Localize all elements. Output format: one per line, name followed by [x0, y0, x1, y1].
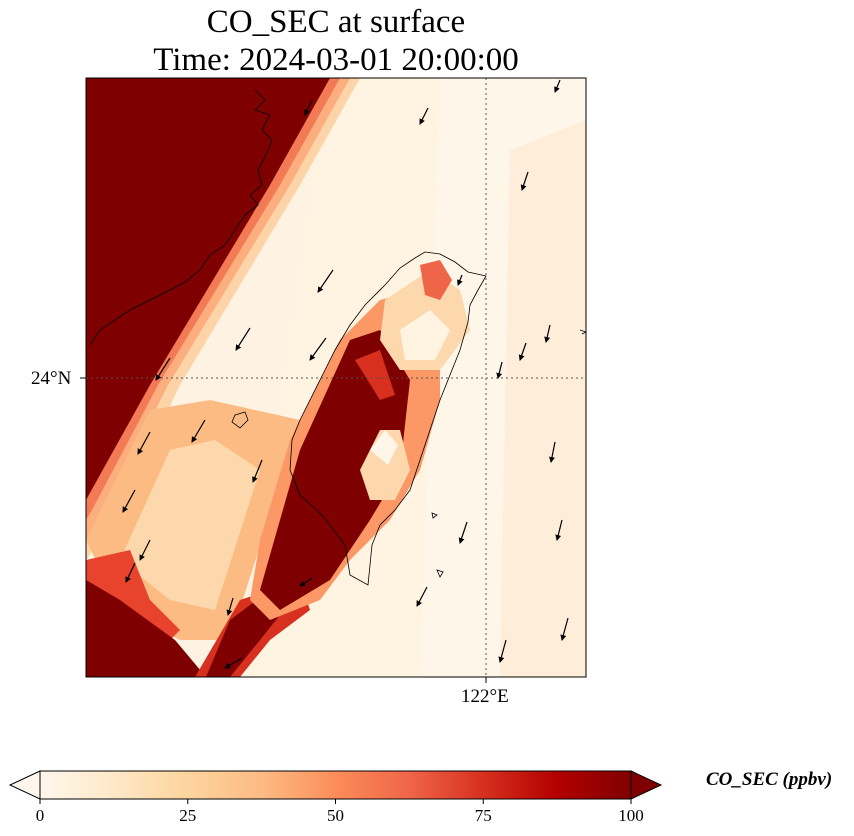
wind-vector — [224, 657, 243, 669]
lat-tick-label: 24°N — [31, 368, 72, 389]
wind-vector — [560, 617, 569, 641]
china-coastline — [89, 89, 273, 346]
gridlines — [86, 78, 586, 677]
concentration-field — [86, 78, 586, 677]
colorbar-tick-label: 25 — [179, 806, 197, 825]
wind-vector — [252, 459, 263, 483]
wind-vector — [544, 324, 551, 343]
colorbar-tick-label: 100 — [618, 806, 644, 825]
colorbar — [8, 770, 663, 804]
wind-vector — [226, 597, 234, 616]
wind-vector — [235, 327, 251, 351]
wind-vector — [457, 274, 463, 286]
colorbar-extend-min — [8, 770, 41, 800]
wind-vector — [137, 431, 151, 455]
wind-vector — [125, 562, 136, 583]
wind-vector — [520, 171, 529, 191]
wind-vector — [416, 586, 428, 607]
wind-vector — [554, 79, 561, 93]
map-title: CO_SEC at surface — [206, 4, 466, 40]
wind-vector — [419, 107, 429, 125]
wind-vector — [304, 99, 313, 116]
wind-vector — [155, 357, 171, 381]
wind-vector — [498, 639, 507, 663]
wind-vector — [458, 521, 468, 544]
wind-vector — [139, 539, 151, 561]
coastlines — [89, 89, 586, 586]
wind-vector — [555, 519, 563, 541]
wind-vector — [122, 489, 136, 513]
high-concentration-area — [86, 78, 330, 500]
colorbar-tick-label: 75 — [474, 806, 492, 825]
wind-vector — [191, 419, 206, 443]
colorbar-label: CO_SEC (ppbv) — [706, 769, 833, 790]
wind-vector — [518, 342, 527, 361]
lon-tick-label: 122°E — [461, 686, 509, 707]
penghu-islands — [231, 411, 249, 429]
colorbar-tick-label: 50 — [327, 806, 344, 825]
wind-vector — [317, 269, 334, 293]
taiwan-coastline — [289, 251, 487, 586]
map-time-subtitle: Time: 2024-03-01 20:00:00 — [153, 42, 519, 78]
colorbar-extend-max — [630, 770, 663, 800]
wind-vector — [496, 361, 503, 379]
wind-vector — [299, 577, 313, 587]
wind-vector — [549, 441, 556, 463]
colorbar-tick-label: 0 — [35, 806, 45, 825]
wind-vectors — [122, 79, 569, 669]
colorbar-bar — [39, 770, 632, 800]
wind-vector — [309, 337, 327, 361]
